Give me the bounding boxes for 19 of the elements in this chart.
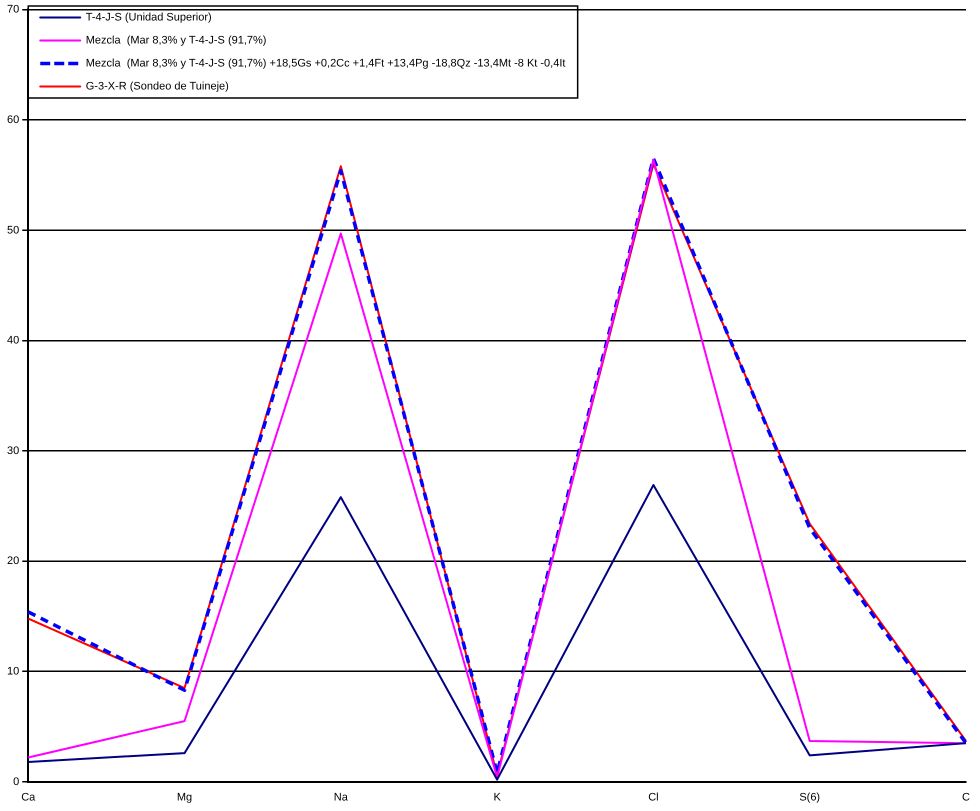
x-tick-label: Ca (21, 791, 36, 804)
legend-label: G-3-X-R (Sondeo de Tuineje) (86, 80, 229, 93)
x-tick-label: K (493, 791, 502, 804)
y-tick-label: 50 (6, 224, 20, 236)
legend-label: Mezcla (Mar 8,3% y T-4-J-S (91,7%) (86, 34, 266, 47)
y-tick-label: 10 (6, 666, 20, 678)
legend-label: T-4-J-S (Unidad Superior) (86, 12, 212, 24)
x-tick-label: S(6) (799, 791, 820, 804)
y-tick-label: 0 (13, 776, 20, 788)
x-tick-label: Mg (176, 791, 192, 804)
y-tick-label: 20 (6, 555, 20, 568)
y-tick-label: 30 (6, 444, 20, 457)
legend-label: Mezcla (Mar 8,3% y T-4-J-S (91,7%) +18,5Gs +0,2Cc +1,4Ft +13,4Pg -18,8Qz -13,4Mt -8 Kt -0,4It (86, 58, 566, 70)
y-tick-label: 70 (6, 4, 20, 16)
y-tick-label: 60 (6, 114, 20, 126)
y-tick-label: 40 (6, 334, 20, 347)
x-tick-label: C (962, 791, 970, 804)
x-tick-label: Cl (648, 791, 659, 804)
x-tick-label: Na (334, 791, 349, 804)
